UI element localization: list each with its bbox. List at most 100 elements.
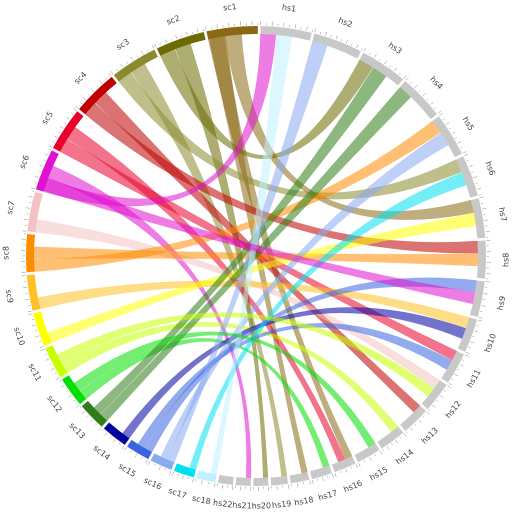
tick-hs6 [478,194,481,196]
tick-hs6 [468,164,473,167]
segment-label-sc2: sc2 [165,14,181,27]
segment-sc7 [27,191,43,233]
segment-hs13 [400,405,426,431]
tick-sc13 [79,406,82,409]
tick-hs12 [440,395,444,399]
tick-hs22 [221,484,224,489]
tick-sc2 [191,31,194,34]
tick-sc15 [134,453,138,458]
tick-hs16 [350,466,352,469]
segment-label-sc11: sc11 [26,362,43,383]
tick-sc9 [27,310,32,313]
tick-sc18 [201,480,203,485]
segment-label-hs7: hs7 [497,207,508,223]
segment-sc16 [150,453,175,470]
segment-sc5 [52,111,84,152]
tick-sc6 [39,164,44,167]
tick-sc10 [31,324,36,327]
tick-hs16 [355,464,358,468]
tick-hs12 [428,409,431,412]
tick-hs13 [410,427,414,432]
segment-label-hs13: hs13 [420,426,440,446]
tick-sc3 [130,57,134,61]
tick-sc18 [195,479,197,482]
tick-sc2 [186,31,188,36]
tick-hs4 [426,98,429,101]
tick-sc2 [154,43,157,48]
tick-sc11 [45,358,50,361]
tick-hs3 [374,54,377,58]
segment-label-sc16: sc16 [142,476,163,492]
tick-sc6 [43,159,46,161]
tick-sc9 [23,286,28,288]
segment-sc15 [127,439,152,460]
segment-label-sc14: sc14 [92,443,112,462]
ribbon-sc6-hs21 [47,165,252,479]
tick-hs5 [442,118,445,121]
segment-hs10 [457,317,478,352]
segment-label-hs1: hs1 [281,3,296,14]
segment-hs7 [470,198,486,239]
tick-sc5 [48,145,53,148]
tick-sc14 [118,442,121,445]
tick-sc17 [181,475,184,480]
tick-hs5 [448,127,451,130]
tick-sc11 [56,377,60,381]
tick-hs7 [479,196,484,199]
segment-label-hs8: hs8 [501,253,510,267]
tick-hs17 [332,473,334,478]
tick-hs14 [382,449,384,452]
tick-hs11 [457,369,460,371]
tick-sc13 [81,410,86,415]
segment-sc10 [33,311,52,346]
tick-hs11 [454,373,459,377]
tick-sc6 [38,170,41,173]
segment-hs3 [359,52,404,86]
tick-sc11 [44,353,47,355]
tick-hs10 [474,330,479,333]
tick-hs3 [389,65,391,68]
tick-sc15 [141,456,143,459]
tick-sc7 [23,218,28,221]
tick-sc5 [53,135,58,139]
tick-hs12 [432,404,436,408]
tick-hs2 [340,39,343,42]
tick-sc11 [49,363,52,365]
tick-sc12 [73,399,76,402]
tick-hs14 [391,443,393,446]
segment-label-hs21: hs21 [232,501,252,511]
tick-sc10 [39,346,44,349]
tick-sc4 [105,78,107,80]
tick-hs11 [462,359,465,361]
segment-label-hs16: hs16 [342,479,363,495]
segment-label-hs11: hs11 [465,368,482,389]
tick-hs13 [405,431,408,434]
segment-label-sc10: sc10 [12,326,27,347]
tick-hs5 [462,151,467,154]
tick-hs16 [340,470,342,474]
tick-sc10 [35,335,40,338]
tick-hs5 [439,113,443,116]
tick-hs10 [470,341,475,344]
segment-sc18 [196,470,217,483]
tick-sc14 [112,439,116,443]
segment-layer [25,26,486,486]
tick-hs5 [457,141,462,144]
tick-sc7 [25,207,31,209]
segment-label-hs6: hs6 [483,160,496,177]
tick-hs4 [414,84,418,89]
segment-label-sc3: sc3 [115,37,131,52]
ribbon-sc7-hs12 [35,219,441,389]
tick-hs6 [473,176,478,179]
segment-sc8 [25,234,36,273]
tick-hs3 [384,60,387,65]
tick-sc2 [175,35,178,40]
tick-sc7 [28,195,33,198]
tick-sc3 [136,55,139,58]
tick-sc1 [216,24,218,29]
tick-sc3 [116,68,119,71]
tick-sc4 [80,102,83,105]
ribbon-sc1-hs7 [224,34,474,220]
segment-label-sc7: sc7 [5,200,16,215]
tick-hs2 [330,35,332,38]
